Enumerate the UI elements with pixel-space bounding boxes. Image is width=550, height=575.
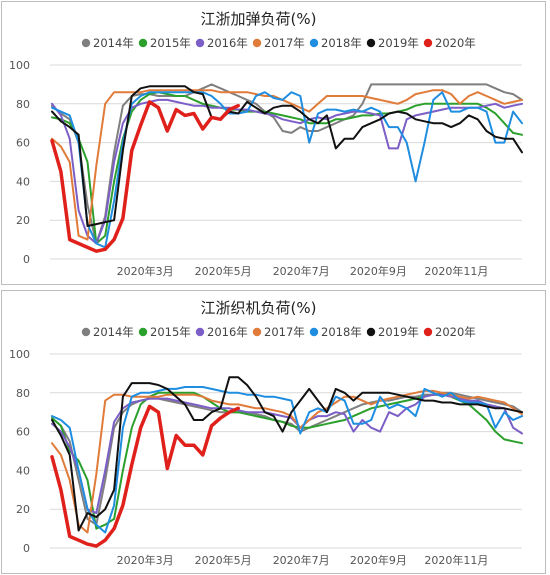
chart-panel-texturing-load: 江浙加弹负荷(%) 2014年 2015年 2016年 2017年 2018年 2019年 2…	[1, 1, 546, 285]
legend-marker	[309, 38, 319, 48]
legend-label: 2016年	[207, 36, 248, 50]
x-tick-label: 2020年3月	[117, 553, 174, 567]
legend-item: 2020年	[423, 36, 476, 50]
y-tick-label: 80	[16, 387, 30, 400]
y-tick-label: 80	[16, 98, 30, 111]
legend-item: 2019年	[366, 36, 419, 50]
chart-svg: 江浙织机负荷(%) 2014年 2015年 2016年 2017年 2018年 2019年 2…	[9, 299, 523, 567]
legend-label: 2018年	[321, 325, 362, 339]
series-line-2019年	[51, 376, 523, 532]
y-tick-label: 20	[16, 214, 30, 227]
legend-item: 2017年	[252, 36, 305, 50]
legend-marker	[195, 38, 205, 48]
y-tick-label: 40	[16, 175, 30, 188]
chart-title: 江浙加弹负荷(%)	[201, 10, 317, 28]
legend-item: 2020年	[423, 325, 476, 339]
series-line-2017年	[51, 389, 523, 534]
legend-marker	[366, 327, 376, 337]
legend-label: 2014年	[93, 325, 134, 339]
chart-panel-weaving-load: 江浙织机负荷(%) 2014年 2015年 2016年 2017年 2018年 2019年 2…	[1, 290, 546, 574]
legend-label: 2014年	[93, 36, 134, 50]
x-tick-label: 2020年7月	[273, 264, 330, 278]
y-tick-label: 60	[16, 137, 30, 150]
legend-item: 2017年	[252, 325, 305, 339]
legend-label: 2020年	[435, 325, 476, 339]
series-line-2014年	[51, 83, 523, 245]
y-tick-label: 40	[16, 464, 30, 477]
series-line-2020年	[50, 100, 240, 253]
legend-item: 2015年	[138, 325, 191, 339]
series-line-2017年	[51, 89, 523, 241]
legend-marker	[366, 38, 376, 48]
legend-marker	[252, 38, 262, 48]
legend-item: 2014年	[81, 36, 134, 50]
legend-item: 2018年	[309, 325, 362, 339]
y-tick-label: 0	[23, 253, 30, 266]
legend-label: 2016年	[207, 325, 248, 339]
x-tick-label: 2020年9月	[350, 553, 407, 567]
series-line-2018年	[51, 386, 523, 534]
legend-item: 2016年	[195, 36, 248, 50]
legend-marker	[423, 38, 433, 48]
legend-item: 2018年	[309, 36, 362, 50]
legend-marker	[195, 327, 205, 337]
x-tick-label: 2020年5月	[195, 553, 252, 567]
legend-label: 2019年	[378, 36, 419, 50]
x-tick-label: 2020年7月	[273, 553, 330, 567]
legend-marker	[309, 327, 319, 337]
y-tick-label: 0	[23, 542, 30, 555]
series-line-2019年	[51, 85, 523, 227]
series-line-2020年	[50, 404, 240, 548]
x-tick-label: 2020年3月	[117, 264, 174, 278]
legend-item: 2014年	[81, 325, 134, 339]
y-tick-label: 60	[16, 426, 30, 439]
y-tick-label: 100	[9, 59, 30, 72]
legend-marker	[138, 327, 148, 337]
y-tick-label: 100	[9, 348, 30, 361]
legend-marker	[252, 327, 262, 337]
chart-title: 江浙织机负荷(%)	[201, 299, 317, 317]
legend-marker	[423, 327, 433, 337]
legend-item: 2015年	[138, 36, 191, 50]
legend-marker	[81, 38, 91, 48]
series-line-2015年	[51, 91, 523, 245]
legend-marker	[138, 38, 148, 48]
x-tick-label: 2020年11月	[424, 264, 488, 278]
y-tick-label: 20	[16, 503, 30, 516]
x-tick-label: 2020年9月	[350, 264, 407, 278]
legend-label: 2020年	[435, 36, 476, 50]
x-tick-label: 2020年5月	[195, 264, 252, 278]
legend-label: 2017年	[264, 325, 305, 339]
legend-label: 2019年	[378, 325, 419, 339]
legend-label: 2018年	[321, 36, 362, 50]
chart-svg: 江浙加弹负荷(%) 2014年 2015年 2016年 2017年 2018年 2019年 2…	[9, 10, 523, 278]
x-tick-label: 2020年11月	[424, 553, 488, 567]
legend-label: 2017年	[264, 36, 305, 50]
legend-item: 2016年	[195, 325, 248, 339]
legend-marker	[81, 327, 91, 337]
legend-label: 2015年	[150, 36, 191, 50]
legend-item: 2019年	[366, 325, 419, 339]
legend-label: 2015年	[150, 325, 191, 339]
